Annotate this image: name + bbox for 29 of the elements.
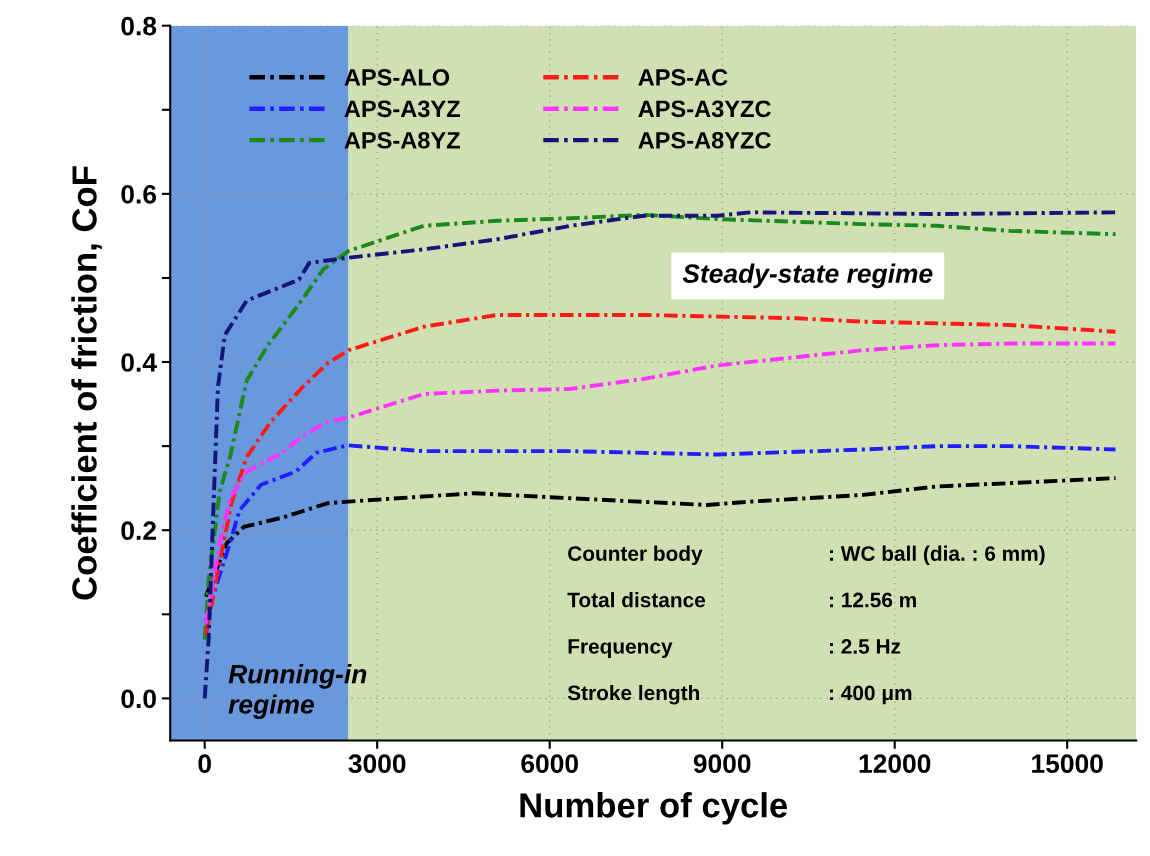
- y-tick-label: 0.0: [121, 689, 156, 709]
- legend-label: APS-A8YZC: [638, 131, 771, 149]
- legend-label: APS-A3YZ: [344, 100, 460, 118]
- legend-label: APS-A3YZC: [638, 100, 771, 118]
- x-tick-label: 9000: [693, 754, 751, 774]
- annotation: Stroke length: [567, 684, 700, 705]
- y-tick-label: 0.8: [121, 16, 157, 36]
- legend-label: APS-ALO: [344, 69, 450, 86]
- legend-label: APS-A8YZ: [344, 131, 460, 149]
- x-tick-label: 3000: [348, 754, 406, 774]
- annotation: : 2.5 Hz: [830, 639, 901, 654]
- legend-label: APS-AC: [638, 69, 728, 86]
- band-label: Running-in regime: [228, 664, 367, 719]
- y-tick-label: 0.6: [121, 184, 157, 204]
- annotation: : 12.56 m: [830, 592, 916, 608]
- x-tick-label: 15000: [1032, 754, 1103, 774]
- y-axis-title: Coefficient of friction, CoF: [71, 166, 102, 600]
- x-tick-label: 0: [198, 754, 211, 774]
- annotation: : WC ball (dia. : 6 mm): [830, 545, 1045, 566]
- x-axis-title: Number of cycle: [520, 792, 788, 825]
- annotation: Total distance: [567, 592, 706, 608]
- y-tick-label: 0.2: [121, 521, 156, 541]
- annotation: : 400 μm: [830, 685, 912, 705]
- annotation: Counter body: [568, 545, 703, 566]
- x-tick-label: 6000: [521, 754, 578, 774]
- x-tick-label: 12000: [859, 754, 931, 774]
- annotation: Frequency: [568, 639, 673, 658]
- band-label: Steady-state regime: [682, 263, 933, 289]
- y-tick-label: 0.4: [121, 353, 157, 372]
